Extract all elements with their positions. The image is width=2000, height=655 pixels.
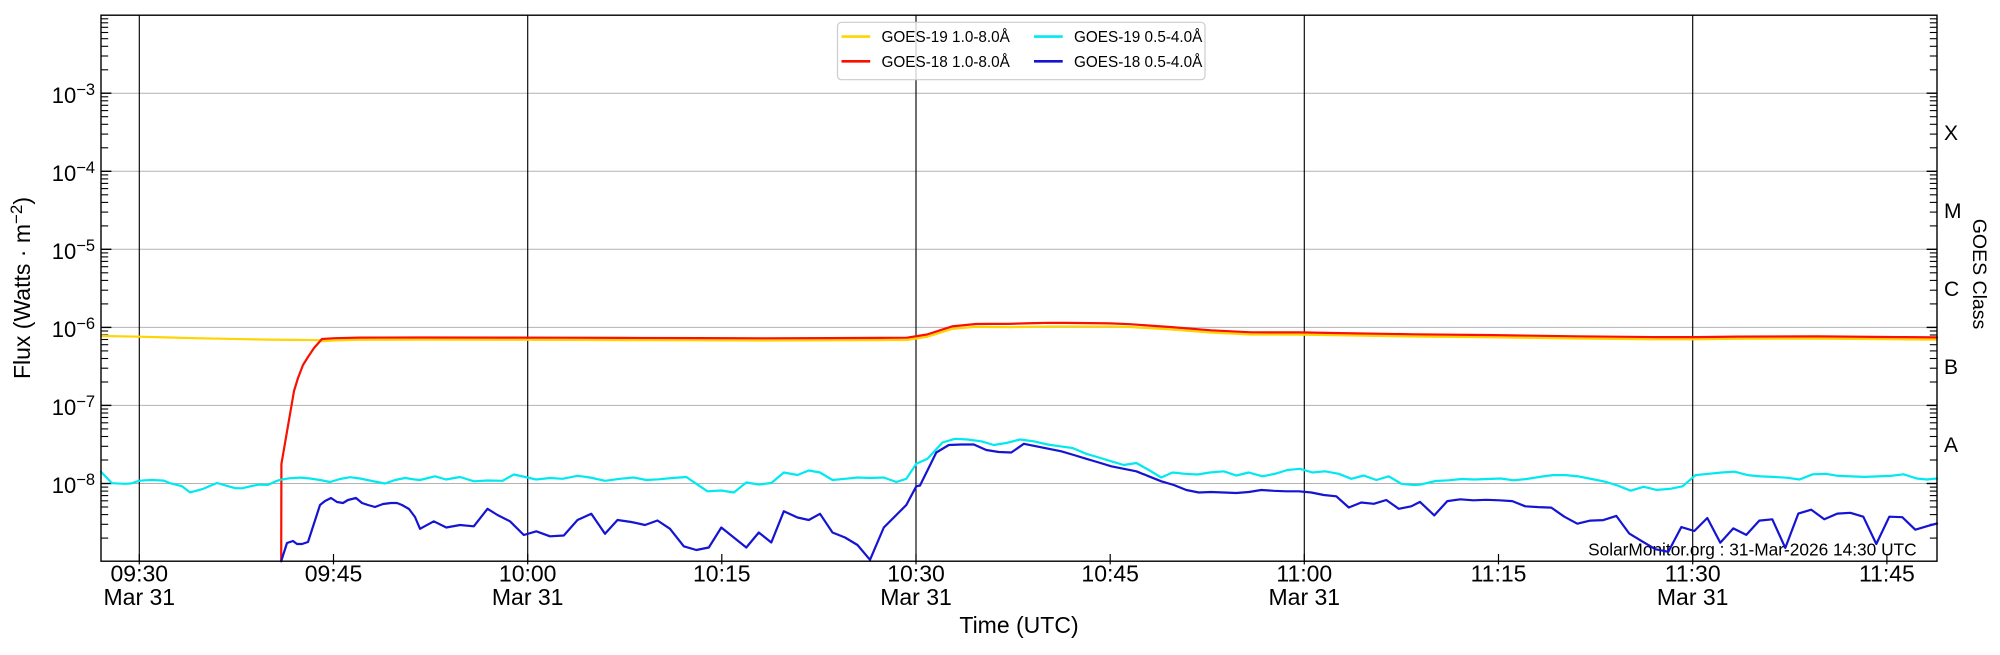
svg-text:GOES-18 1.0-8.0Å: GOES-18 1.0-8.0Å [882,54,1011,71]
svg-text:Mar 31: Mar 31 [492,584,564,610]
svg-text:Flux (Watts · m−2): Flux (Watts · m−2) [7,197,35,379]
svg-text:C: C [1944,278,1959,301]
svg-text:GOES-19 1.0-8.0Å: GOES-19 1.0-8.0Å [882,29,1011,46]
svg-text:SolarMonitor.org : 31-Mar-2026: SolarMonitor.org : 31-Mar-2026 14:30 UTC [1588,540,1917,560]
svg-text:11:00: 11:00 [1276,561,1332,587]
svg-text:M: M [1944,200,1962,223]
svg-text:Mar 31: Mar 31 [104,584,176,610]
svg-text:10:30: 10:30 [887,561,945,587]
svg-text:11:15: 11:15 [1471,561,1527,587]
svg-text:GOES Class: GOES Class [1968,219,1990,330]
svg-text:X: X [1944,122,1958,145]
svg-text:10:15: 10:15 [693,561,751,587]
svg-text:B: B [1944,356,1958,379]
svg-text:A: A [1944,434,1958,457]
svg-text:GOES-18 0.5-4.0Å: GOES-18 0.5-4.0Å [1074,54,1203,71]
svg-text:10:45: 10:45 [1081,561,1139,587]
svg-text:09:30: 09:30 [111,561,169,587]
svg-text:09:45: 09:45 [305,561,363,587]
svg-text:Mar 31: Mar 31 [1269,584,1341,610]
svg-text:GOES-19 0.5-4.0Å: GOES-19 0.5-4.0Å [1074,29,1203,46]
svg-text:10−5: 10−5 [52,237,95,264]
svg-text:Mar 31: Mar 31 [1657,584,1729,610]
svg-text:10:00: 10:00 [499,561,557,587]
svg-text:11:30: 11:30 [1665,561,1721,587]
svg-text:Mar 31: Mar 31 [880,584,952,610]
svg-text:11:45: 11:45 [1859,561,1915,587]
svg-text:Time (UTC): Time (UTC) [959,612,1078,638]
